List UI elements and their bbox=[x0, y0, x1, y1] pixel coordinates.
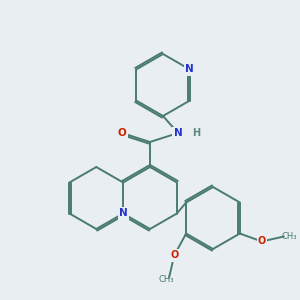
Text: N: N bbox=[119, 208, 128, 218]
Text: O: O bbox=[118, 128, 126, 138]
Text: O: O bbox=[258, 236, 266, 247]
Text: N: N bbox=[185, 64, 194, 74]
Text: CH₃: CH₃ bbox=[158, 275, 174, 284]
Text: O: O bbox=[170, 250, 178, 260]
Text: H: H bbox=[192, 128, 200, 138]
Text: CH₃: CH₃ bbox=[281, 232, 297, 241]
Text: N: N bbox=[174, 128, 182, 138]
